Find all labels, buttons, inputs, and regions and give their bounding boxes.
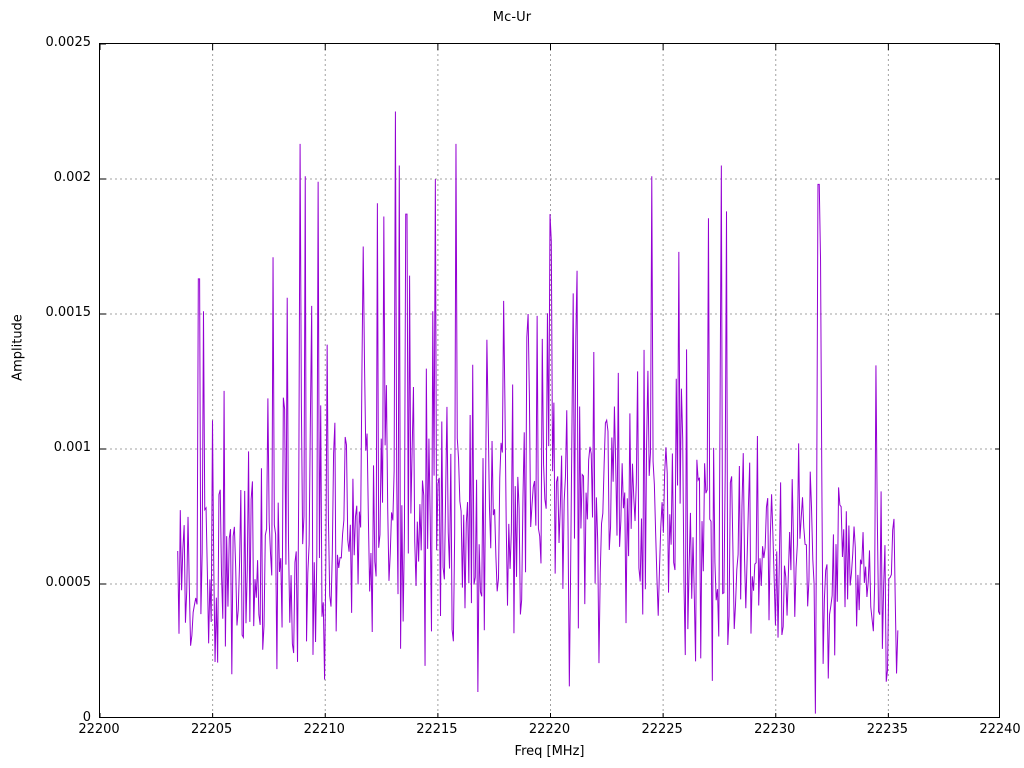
spectrum-line bbox=[177, 111, 899, 714]
tick-marks bbox=[100, 44, 999, 717]
x-tick-label: 22230 bbox=[754, 722, 796, 737]
y-tick-label: 0.0005 bbox=[45, 575, 92, 590]
y-tick-label: 0 bbox=[82, 710, 91, 725]
grid-lines bbox=[100, 44, 999, 717]
spectrum-plot bbox=[100, 44, 999, 717]
x-tick-label: 22210 bbox=[303, 722, 345, 737]
x-tick-label: 22225 bbox=[641, 722, 683, 737]
x-tick-label: 22205 bbox=[190, 722, 233, 737]
chart-title: Mc-Ur bbox=[492, 10, 532, 25]
x-tick-label: 22220 bbox=[528, 722, 571, 737]
y-tick-label: 0.001 bbox=[53, 440, 91, 455]
y-tick-label: 0.0025 bbox=[45, 35, 92, 50]
x-tick-label: 22240 bbox=[979, 722, 1021, 737]
x-tick-label: 22235 bbox=[866, 722, 909, 737]
plot-area bbox=[99, 43, 1000, 718]
y-tick-label: 0.002 bbox=[53, 170, 91, 185]
x-tick-label: 22200 bbox=[78, 722, 120, 737]
x-tick-label: 22215 bbox=[416, 722, 458, 737]
x-axis-label: Freq [MHz] bbox=[514, 744, 585, 759]
y-tick-label: 0.0015 bbox=[45, 305, 92, 320]
